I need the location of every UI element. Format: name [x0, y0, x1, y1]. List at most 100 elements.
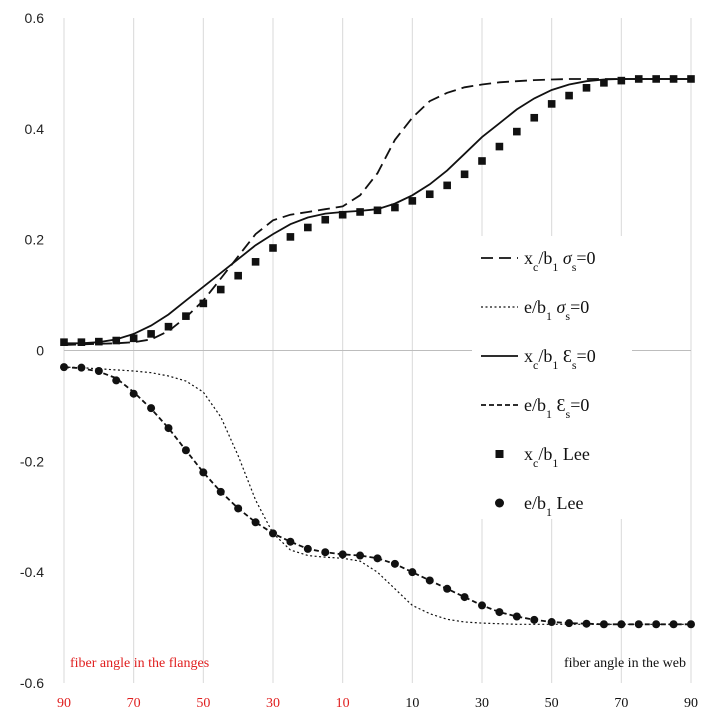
data-point-square	[425, 190, 434, 199]
data-point-circle	[669, 620, 678, 629]
x-tick-label: 30	[266, 696, 280, 711]
y-tick-label: -0.2	[20, 453, 44, 469]
data-point-circle	[495, 608, 504, 617]
data-point-square	[652, 75, 660, 83]
data-point-square	[530, 113, 539, 122]
data-point-circle	[251, 518, 260, 527]
y-tick-label: 0	[36, 343, 44, 359]
legend-label-4: e/b1 Ɛs=0	[524, 395, 589, 421]
data-point-square	[147, 330, 155, 338]
data-point-square	[77, 338, 86, 346]
x-note-flanges: fiber angle in the flanges	[70, 656, 209, 671]
data-point-circle	[60, 363, 68, 372]
data-point-circle	[652, 620, 661, 629]
series-line-1	[63, 78, 691, 346]
data-point-square	[582, 84, 591, 92]
x-tick-labels: 90 70 50 30 10 10 30 50 70 90	[57, 696, 698, 711]
data-point-square	[669, 75, 678, 83]
data-point-circle	[77, 363, 86, 372]
y-tick-label: 0.4	[25, 121, 45, 137]
data-point-square	[443, 181, 451, 190]
x-tick-label: 30	[475, 696, 489, 711]
data-point-square	[129, 334, 138, 343]
x-tick-label: 50	[196, 696, 210, 711]
data-point-circle	[390, 559, 399, 568]
y-tick-label: -0.4	[20, 564, 44, 580]
data-point-circle	[443, 584, 452, 593]
data-point-circle	[286, 537, 295, 546]
data-point-circle	[408, 568, 417, 577]
data-point-square	[391, 203, 399, 212]
data-point-square	[634, 75, 643, 83]
data-point-circle	[164, 424, 173, 433]
series-line-2	[63, 366, 691, 625]
data-point-circle	[181, 446, 190, 455]
data-point-square	[687, 75, 695, 83]
data-point-square	[199, 299, 208, 308]
data-point-circle	[565, 619, 574, 628]
data-point-circle	[129, 389, 138, 398]
legend: xc/b1 σs=0 e/b1 σs=0 xc/b1 Ɛs=0 e/b1 Ɛs=0 xc…	[472, 236, 632, 519]
data-point-circle	[216, 487, 225, 496]
data-point-circle	[373, 554, 382, 563]
x-tick-label: 70	[127, 696, 141, 711]
y-tick-labels: 0.6 0.4 0.2 0 -0.2 -0.4 -0.6	[20, 10, 44, 691]
data-point-circle	[112, 376, 121, 385]
data-point-square	[513, 127, 521, 136]
data-point-circle	[687, 620, 695, 629]
x-tick-label: 50	[545, 696, 559, 711]
legend-swatch-circle	[495, 498, 504, 508]
data-point-square	[617, 76, 626, 85]
data-point-square	[269, 244, 277, 252]
data-point-square	[286, 233, 295, 241]
data-point-circle	[634, 620, 643, 629]
x-tick-label: 90	[684, 696, 698, 711]
data-point-circle	[582, 619, 591, 628]
data-point-square	[565, 91, 573, 100]
legend-box	[472, 236, 632, 519]
x-note-web: fiber angle in the web	[564, 656, 686, 671]
data-point-square	[234, 271, 242, 280]
data-point-circle	[599, 620, 608, 629]
data-point-circle	[147, 404, 156, 413]
data-point-square	[495, 142, 504, 151]
data-point-circle	[269, 529, 277, 538]
legend-label-2: e/b1 σs=0	[524, 297, 589, 323]
data-point-circle	[338, 550, 347, 559]
data-point-square	[600, 79, 608, 87]
y-tick-label: 0.6	[25, 10, 45, 26]
data-point-circle	[478, 601, 486, 610]
data-point-square	[304, 223, 312, 232]
data-point-square	[373, 206, 382, 215]
legend-label-3: xc/b1 Ɛs=0	[524, 346, 596, 372]
legend-label-1: xc/b1 σs=0	[524, 248, 596, 274]
data-point-square	[356, 208, 364, 216]
data-point-square	[216, 285, 225, 294]
y-tick-label: 0.2	[25, 232, 45, 248]
legend-swatch-square	[495, 450, 504, 458]
series-layer	[60, 75, 695, 629]
data-point-square	[182, 312, 190, 320]
x-tick-label: 70	[614, 696, 628, 711]
x-tick-label: 90	[57, 696, 71, 711]
data-point-circle	[234, 504, 243, 513]
x-tick-label: 10	[336, 696, 350, 711]
legend-label-5: xc/b1 Lee	[524, 444, 590, 470]
data-point-circle	[425, 576, 434, 585]
data-point-circle	[321, 548, 330, 557]
data-point-circle	[617, 620, 626, 629]
data-point-square	[547, 100, 556, 108]
x-tick-label: 10	[405, 696, 419, 711]
data-point-circle	[94, 367, 103, 376]
data-point-square	[338, 210, 347, 219]
data-point-circle	[530, 615, 539, 624]
data-point-circle	[303, 544, 312, 553]
data-point-circle	[356, 551, 365, 560]
data-point-square	[251, 258, 260, 266]
data-point-square	[95, 337, 103, 346]
data-point-square	[478, 157, 486, 165]
data-point-square	[60, 338, 68, 346]
data-point-circle	[512, 612, 521, 621]
y-tick-label: -0.6	[20, 675, 44, 691]
